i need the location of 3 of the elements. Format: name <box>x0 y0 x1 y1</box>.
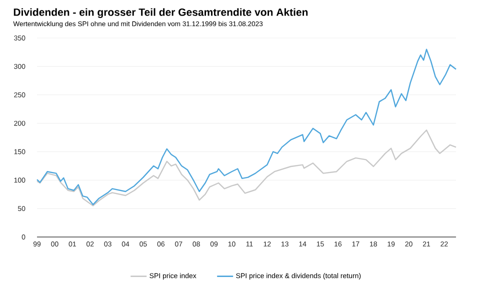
line-series <box>36 130 457 206</box>
chart-title: Dividenden - ein grosser Teil der Gesamtrendite von Aktien <box>14 8 308 18</box>
line-series <box>36 48 457 206</box>
